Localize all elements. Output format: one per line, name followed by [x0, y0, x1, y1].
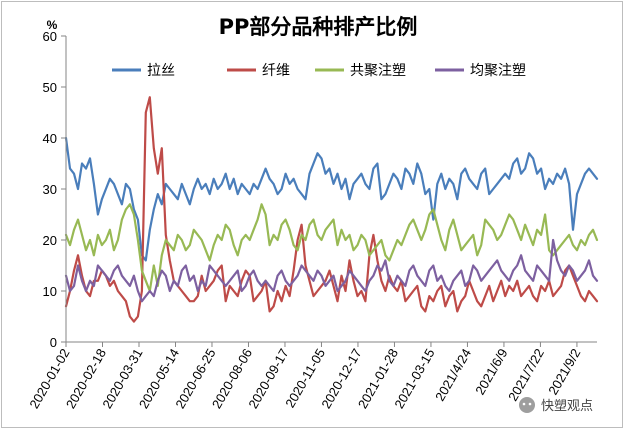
y-axis-unit: %: [47, 18, 58, 32]
x-tick-label: 2021/6/9: [472, 346, 510, 397]
legend-label: 纤维: [262, 63, 290, 79]
x-tick-label: 2021/7/22: [505, 346, 547, 404]
y-tick-label: 30: [43, 182, 57, 197]
legend-label: 均聚注塑: [470, 63, 526, 79]
y-tick-label: 0: [50, 335, 57, 350]
watermark-text: 快塑观点: [541, 399, 593, 414]
legend-label: 共聚注塑: [350, 63, 406, 79]
y-tick-label: 40: [43, 131, 57, 146]
chart-title: PP部分品种排产比例: [219, 15, 418, 39]
y-tick-label: 50: [43, 80, 57, 95]
series-line-2: [64, 96, 599, 323]
y-tick-label: 10: [43, 284, 57, 299]
legend: 拉丝 纤维 共聚注塑 均聚注塑: [112, 63, 526, 79]
watermark: 快塑观点: [519, 397, 593, 414]
wechat-icon: [519, 397, 535, 413]
series-layer: [64, 96, 599, 323]
y-tick-label: 20: [43, 233, 57, 248]
wechat-icon-eye: [528, 402, 532, 406]
series-line-4: [64, 238, 599, 303]
series-line-1: [64, 136, 599, 262]
wechat-icon-eye: [522, 402, 526, 406]
series-line-3: [64, 203, 599, 293]
y-tick-label: 60: [43, 29, 57, 44]
x-tick-label: 2021/4/24: [432, 346, 474, 404]
x-tick-label: 2021/9/2: [545, 346, 583, 397]
legend-label: 拉丝: [147, 63, 175, 79]
axes: 01020304050602020-01-022020-02-182020-03…: [26, 29, 597, 411]
